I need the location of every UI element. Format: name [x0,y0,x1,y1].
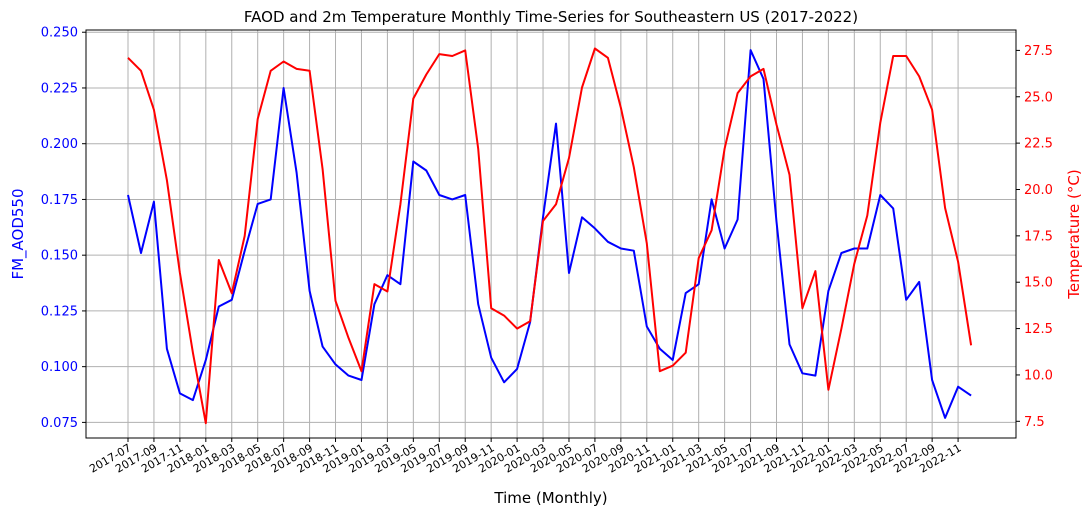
chart-title: FAOD and 2m Temperature Monthly Time-Ser… [244,8,858,26]
right-tick-label: 25.0 [1024,90,1053,105]
left-tick-label: 0.250 [41,26,78,41]
right-tick-label: 27.5 [1024,44,1053,59]
left-tick-label: 0.100 [41,360,78,375]
left-tick-label: 0.125 [41,304,78,319]
left-tick-label: 0.175 [41,193,78,208]
grid-lines [86,30,1016,438]
x-axis-label: Time (Monthly) [493,489,607,507]
right-axis-ticks: 7.5 10.0 12.5 15.0 17.5 20.0 22.5 25.0 27.5 [1016,44,1053,430]
left-axis-ticks: 0.075 0.100 0.125 0.150 0.175 0.200 0.225 0.250 [41,26,86,431]
series-line-temperature [127,47,973,425]
right-tick-label: 15.0 [1024,276,1053,291]
right-tick-label: 7.5 [1024,415,1045,430]
left-tick-label: 0.150 [41,249,78,264]
series-line-aod [127,49,972,419]
right-tick-label: 22.5 [1024,137,1053,152]
left-tick-label: 0.200 [41,137,78,152]
x-axis-ticks: 2017-072017-092017-112018-012018-032018-… [87,438,964,476]
right-tick-label: 10.0 [1024,368,1053,383]
plot-frame [85,29,1017,439]
series-lines [127,47,973,425]
left-tick-label: 0.225 [41,81,78,96]
left-tick-label: 0.075 [41,416,78,431]
right-axis-label: Temperature (°C) [1065,169,1083,299]
right-tick-label: 17.5 [1024,229,1053,244]
right-tick-label: 20.0 [1024,183,1053,198]
right-tick-label: 12.5 [1024,322,1053,337]
left-axis-label: FM_AOD550 [9,188,28,279]
